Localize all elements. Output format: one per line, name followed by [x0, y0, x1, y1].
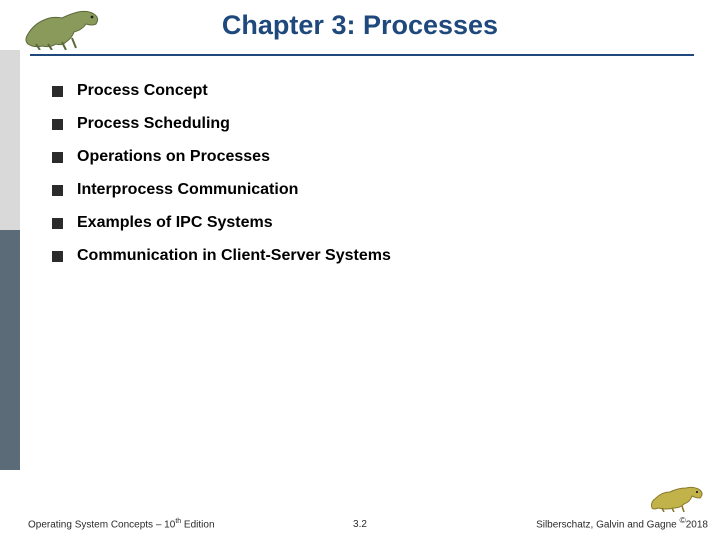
list-item: Interprocess Communication [52, 181, 672, 199]
sidebar-segment-grey [0, 50, 20, 230]
slide: Chapter 3: Processes Process Concept Pro… [0, 0, 720, 540]
bullet-text: Communication in Client-Server Systems [77, 247, 391, 265]
bullet-text: Interprocess Communication [77, 181, 298, 199]
bullet-square-icon [52, 152, 63, 163]
footer-year: 2018 [686, 519, 708, 530]
bullet-text: Examples of IPC Systems [77, 214, 273, 232]
list-item: Operations on Processes [52, 148, 672, 166]
bullet-square-icon [52, 251, 63, 262]
footer-right-text: Silberschatz, Galvin and Gagne ©2018 [536, 515, 708, 530]
list-item: Process Concept [52, 82, 672, 100]
bullet-square-icon [52, 119, 63, 130]
bullet-text: Operations on Processes [77, 148, 270, 166]
list-item: Communication in Client-Server Systems [52, 247, 672, 265]
slide-footer: Operating System Concepts – 10th Edition… [0, 504, 720, 540]
title-underline [30, 54, 694, 56]
bullet-list: Process Concept Process Scheduling Opera… [52, 82, 672, 280]
list-item: Process Scheduling [52, 115, 672, 133]
bullet-square-icon [52, 218, 63, 229]
bullet-square-icon [52, 86, 63, 97]
bullet-text: Process Concept [77, 82, 208, 100]
bullet-text: Process Scheduling [77, 115, 230, 133]
sidebar-segment-bluegrey [0, 230, 20, 470]
footer-authors: Silberschatz, Galvin and Gagne [536, 519, 679, 530]
left-accent-sidebar [0, 0, 20, 540]
bullet-square-icon [52, 185, 63, 196]
list-item: Examples of IPC Systems [52, 214, 672, 232]
slide-title: Chapter 3: Processes [0, 10, 720, 41]
